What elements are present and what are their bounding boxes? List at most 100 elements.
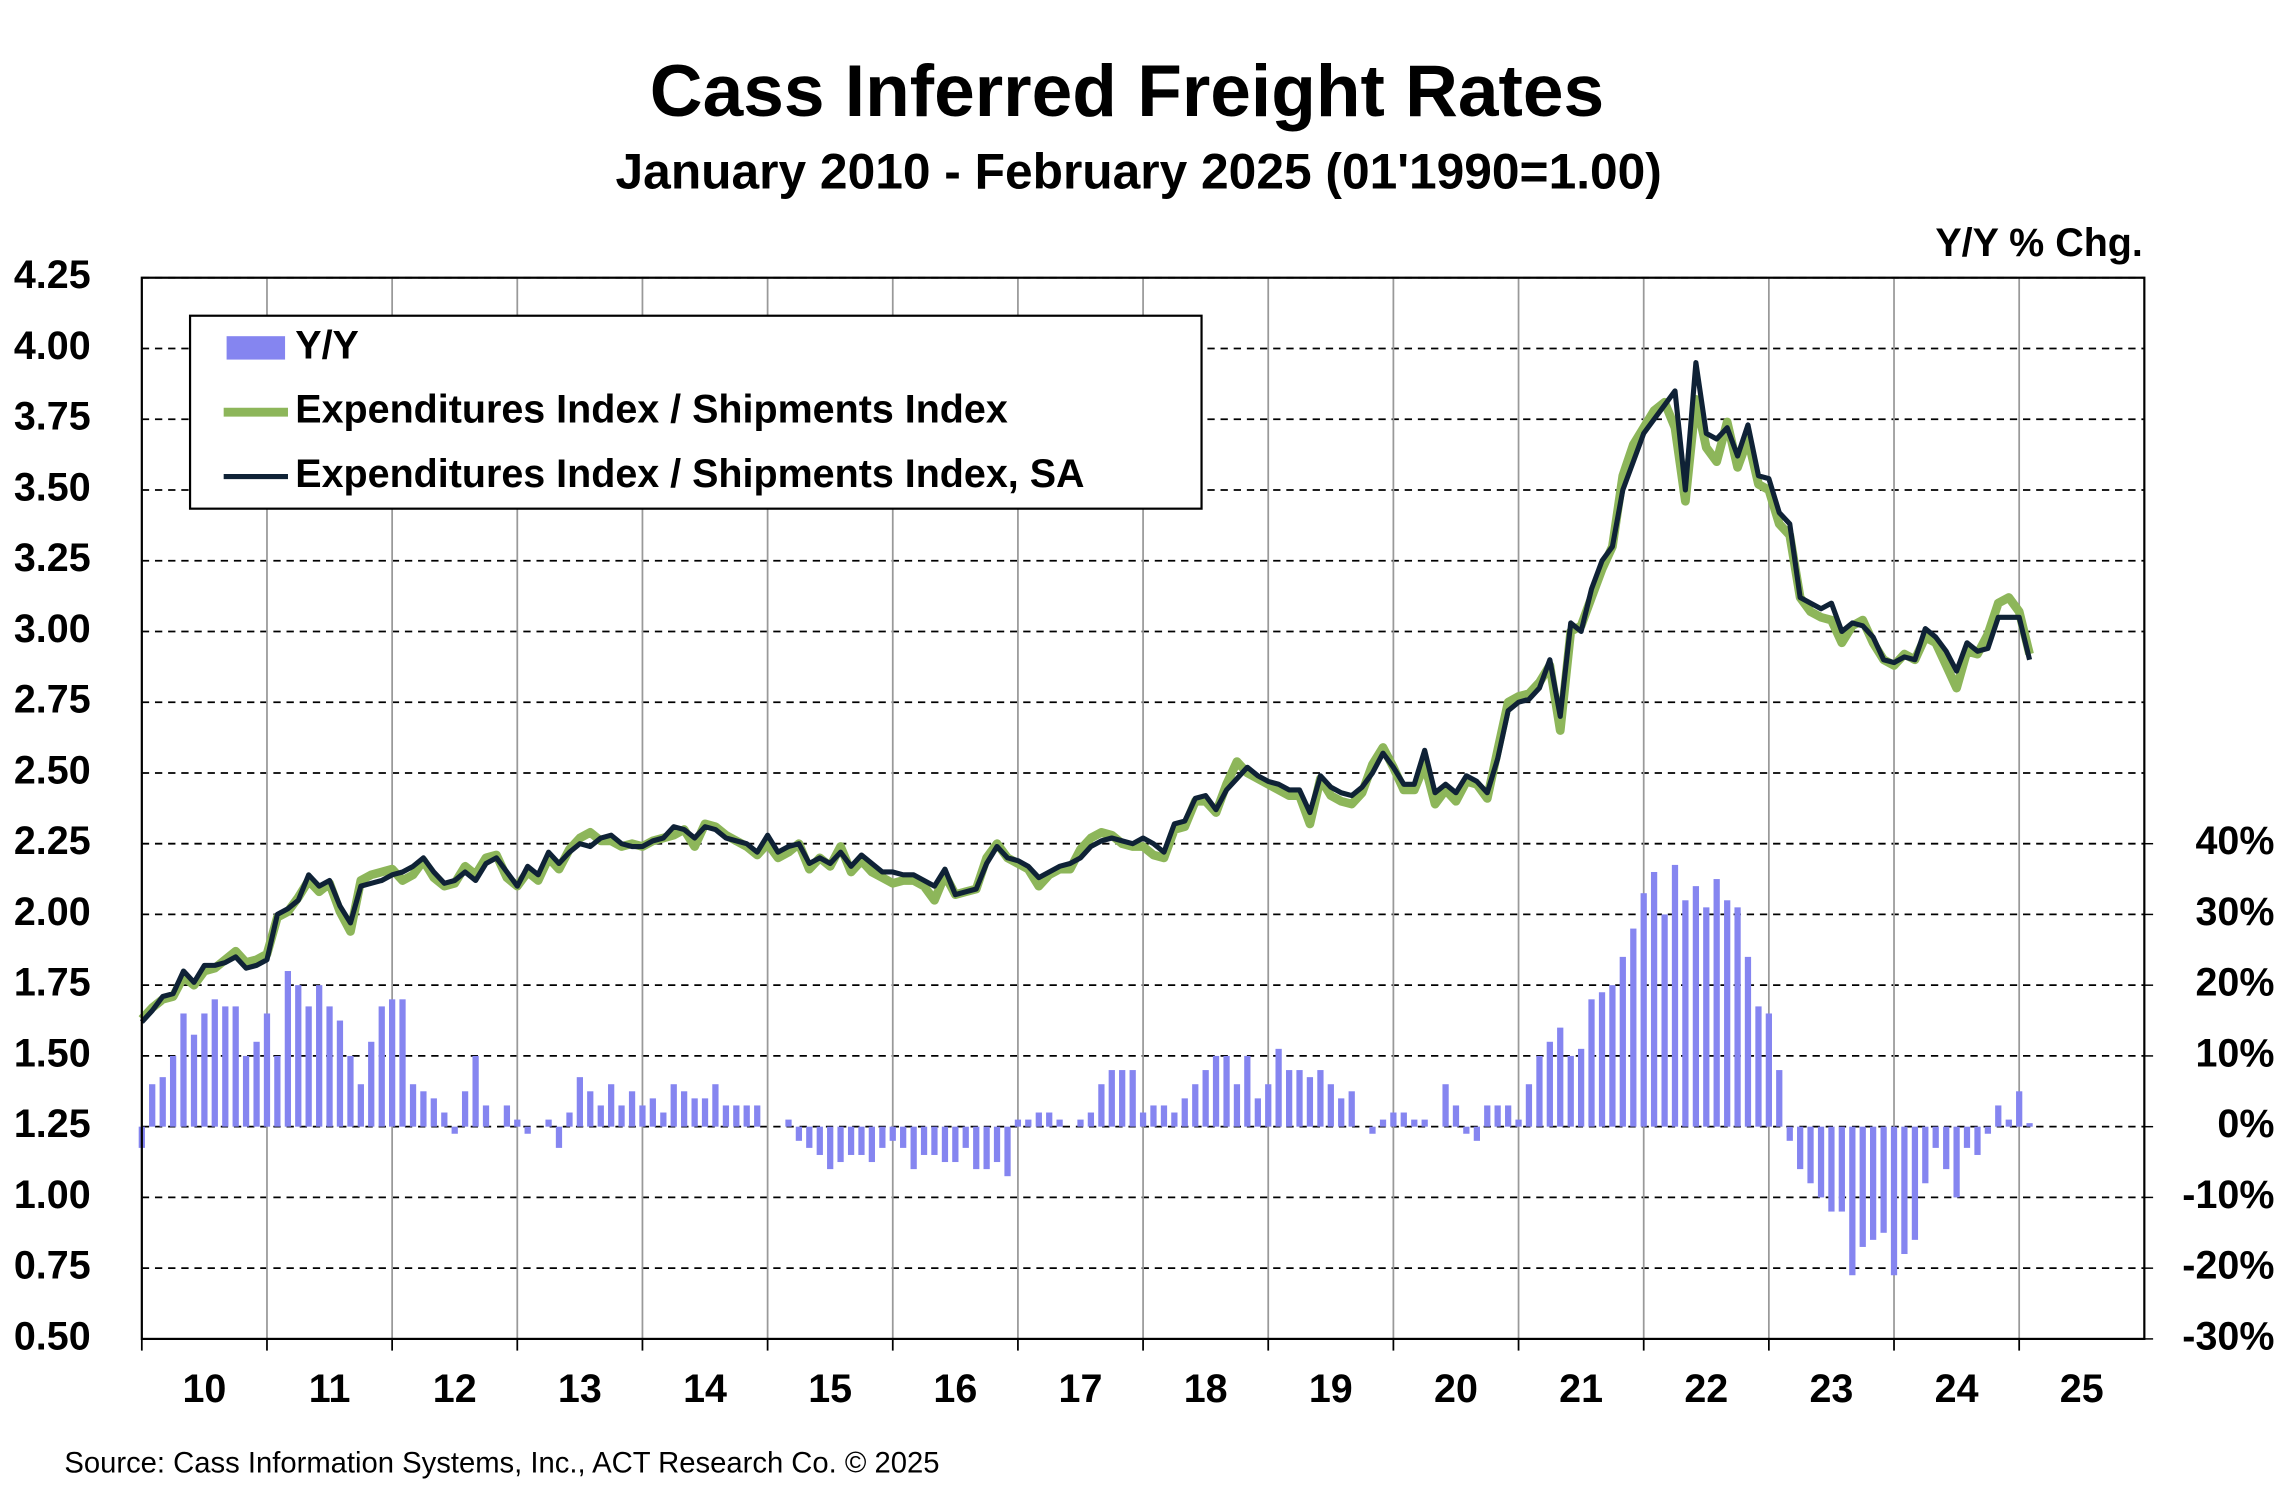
bar bbox=[1108, 1070, 1115, 1127]
bar bbox=[149, 1084, 156, 1127]
bar bbox=[1379, 1119, 1387, 1127]
y-tick-label: 0.50 bbox=[14, 1314, 91, 1358]
line bbox=[139, 360, 2033, 1024]
bar bbox=[910, 1126, 917, 1170]
y-tick-label: 3.00 bbox=[14, 607, 91, 651]
bar bbox=[545, 1119, 552, 1127]
bar bbox=[827, 1126, 834, 1170]
legend-box bbox=[188, 314, 1203, 510]
bar bbox=[503, 1105, 511, 1127]
bar bbox=[1828, 1126, 1835, 1212]
bar bbox=[889, 1126, 896, 1141]
bar bbox=[336, 1020, 344, 1127]
bar bbox=[357, 1084, 364, 1127]
bar bbox=[973, 1126, 980, 1170]
bar bbox=[900, 1126, 907, 1148]
bar bbox=[1724, 900, 1731, 1127]
bar bbox=[1233, 1084, 1241, 1127]
bar bbox=[1859, 1126, 1866, 1247]
bar bbox=[837, 1126, 844, 1163]
bar bbox=[190, 1034, 198, 1127]
bar bbox=[461, 1091, 469, 1127]
y-tick-label: 2.00 bbox=[14, 890, 91, 934]
bar bbox=[1849, 1126, 1856, 1276]
bar bbox=[1588, 999, 1595, 1127]
x-tick-label: 24 bbox=[1935, 1367, 1979, 1411]
bar bbox=[1421, 1119, 1428, 1127]
x-tick-label: 10 bbox=[182, 1367, 226, 1411]
y-tick-label: 1.00 bbox=[14, 1173, 91, 1217]
bar bbox=[680, 1091, 688, 1127]
y-tick-label: 1.25 bbox=[14, 1102, 91, 1146]
bar bbox=[618, 1105, 625, 1127]
bar bbox=[795, 1126, 803, 1141]
bar bbox=[670, 1084, 677, 1127]
bar bbox=[858, 1126, 865, 1155]
y2-tick-label: 40% bbox=[2195, 819, 2274, 863]
bar bbox=[326, 1006, 333, 1127]
bar bbox=[1786, 1126, 1793, 1141]
bar bbox=[1984, 1126, 1992, 1134]
bar bbox=[1630, 928, 1637, 1127]
bar bbox=[1640, 893, 1647, 1127]
bar bbox=[649, 1098, 656, 1127]
chart-subtitle: January 2010 - February 2025 (01'1990=1.… bbox=[616, 144, 1662, 200]
bar bbox=[1963, 1126, 1971, 1148]
bar bbox=[1296, 1070, 1303, 1127]
y2-tick-label: -10% bbox=[2182, 1173, 2274, 1217]
bar bbox=[1202, 1070, 1209, 1127]
y2-tick-label: 10% bbox=[2195, 1031, 2274, 1075]
bar bbox=[1254, 1098, 1261, 1127]
bar bbox=[1442, 1084, 1449, 1127]
bar bbox=[1744, 956, 1752, 1127]
bar bbox=[1734, 907, 1741, 1127]
bar bbox=[253, 1041, 260, 1127]
bar bbox=[701, 1098, 709, 1127]
bar bbox=[628, 1091, 636, 1127]
y-tick-label: 1.50 bbox=[14, 1031, 91, 1075]
bar bbox=[555, 1126, 563, 1148]
bar bbox=[1703, 907, 1710, 1127]
bar bbox=[1494, 1105, 1501, 1127]
bar bbox=[1129, 1070, 1136, 1127]
bar bbox=[1160, 1105, 1168, 1127]
bar bbox=[1515, 1119, 1522, 1127]
bar bbox=[1369, 1126, 1376, 1134]
bar bbox=[232, 1006, 239, 1127]
legend-label: Expenditures Index / Shipments Index, SA bbox=[295, 452, 1084, 496]
bar bbox=[169, 1055, 177, 1127]
bar bbox=[1390, 1112, 1397, 1127]
bar bbox=[1943, 1126, 1950, 1170]
x-tick-label: 20 bbox=[1434, 1367, 1478, 1411]
bar bbox=[159, 1077, 166, 1127]
bar bbox=[2026, 1123, 2033, 1127]
y-tick-label: 2.25 bbox=[14, 819, 91, 863]
bar bbox=[1536, 1055, 1543, 1127]
bar bbox=[1025, 1119, 1032, 1127]
bar bbox=[1046, 1112, 1053, 1127]
bar bbox=[1452, 1105, 1460, 1127]
bar bbox=[1244, 1055, 1251, 1127]
plot-frame bbox=[140, 276, 2146, 1341]
bar bbox=[1306, 1077, 1314, 1127]
bar bbox=[1087, 1112, 1095, 1127]
bar bbox=[201, 1013, 208, 1127]
bar bbox=[743, 1105, 750, 1127]
bar bbox=[952, 1126, 959, 1163]
y-tick-label: 1.75 bbox=[14, 961, 91, 1005]
x-tick-label: 12 bbox=[433, 1367, 477, 1411]
bar bbox=[941, 1126, 949, 1163]
bar bbox=[566, 1112, 573, 1127]
bar bbox=[1922, 1126, 1929, 1184]
x-tick-label: 23 bbox=[1809, 1367, 1853, 1411]
bar bbox=[1014, 1119, 1022, 1127]
bar bbox=[1411, 1119, 1418, 1127]
bar bbox=[1880, 1126, 1887, 1233]
bar bbox=[274, 1055, 281, 1127]
bar bbox=[1609, 985, 1616, 1127]
bar bbox=[1890, 1126, 1898, 1276]
y2-tick-label: 20% bbox=[2195, 961, 2274, 1005]
bar bbox=[1911, 1126, 1919, 1240]
